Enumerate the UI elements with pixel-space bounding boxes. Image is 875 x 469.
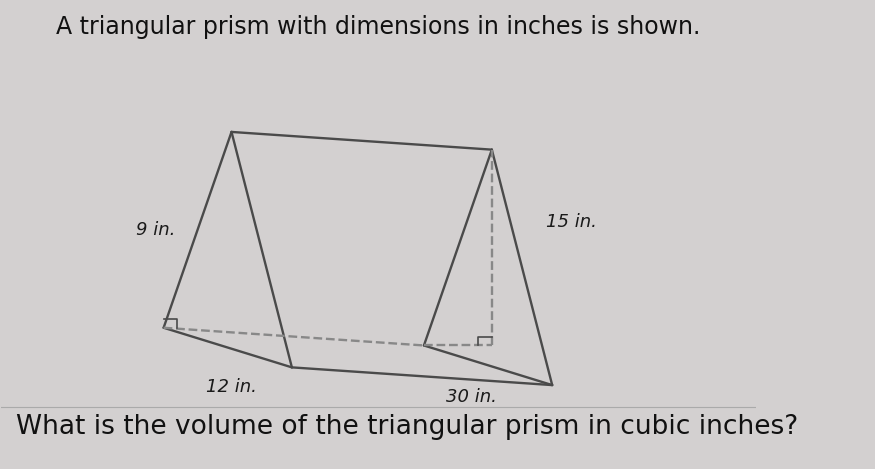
Text: 12 in.: 12 in.: [206, 378, 257, 396]
Text: 15 in.: 15 in.: [546, 213, 597, 231]
Text: A triangular prism with dimensions in inches is shown.: A triangular prism with dimensions in in…: [57, 15, 701, 39]
Text: What is the volume of the triangular prism in cubic inches?: What is the volume of the triangular pri…: [17, 414, 799, 439]
Text: 30 in.: 30 in.: [445, 388, 496, 406]
Text: 9 in.: 9 in.: [136, 221, 176, 239]
